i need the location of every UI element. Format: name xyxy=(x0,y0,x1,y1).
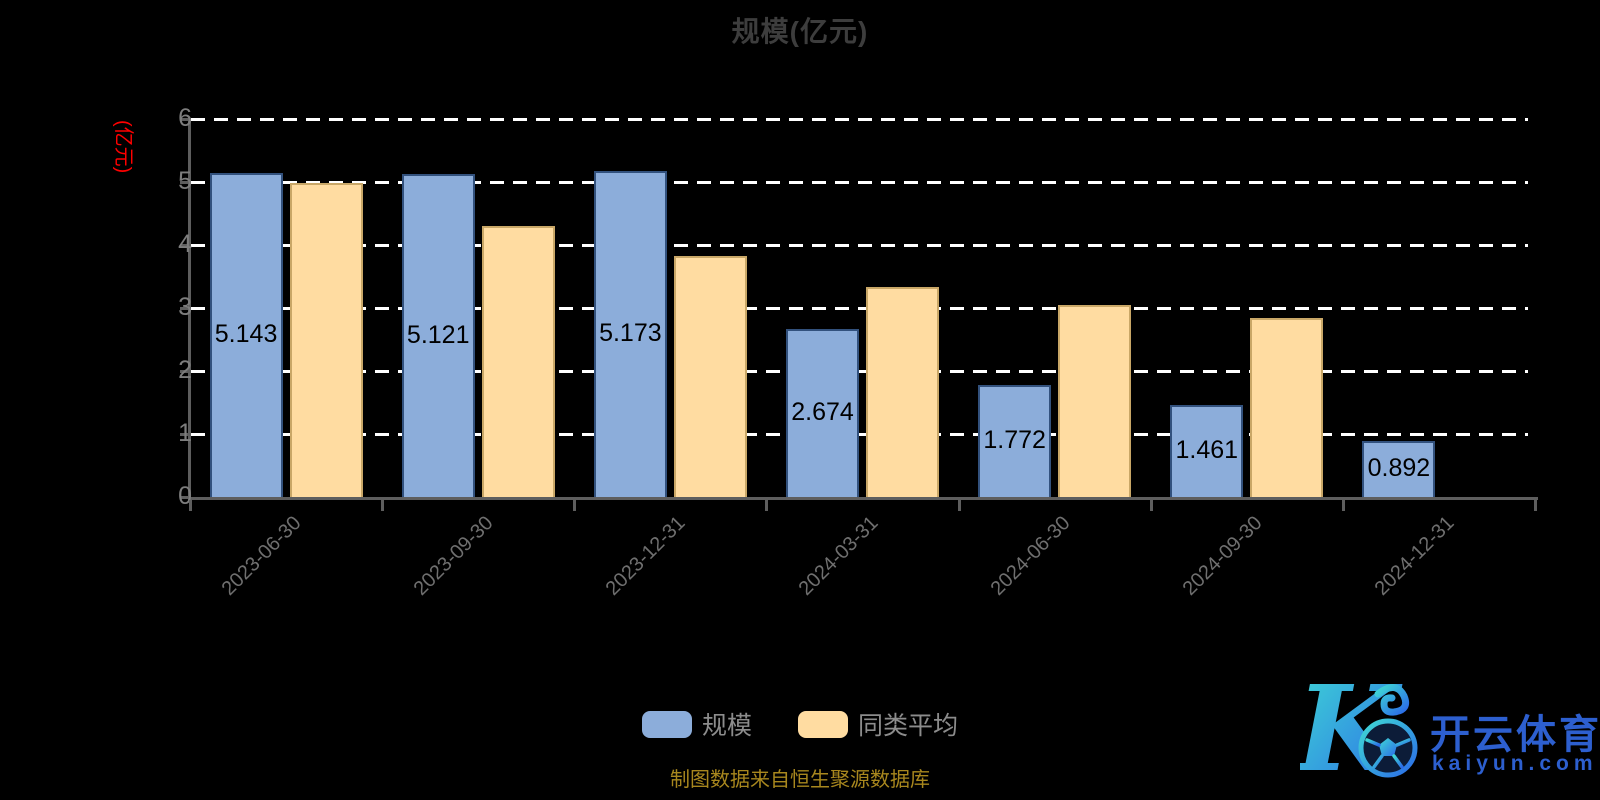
bar-category-average-2023-12-31[interactable] xyxy=(673,255,747,497)
y-tick-mark-5 xyxy=(180,181,189,184)
watermark-logo: K 开云体育 kaiyun.com xyxy=(1300,662,1600,792)
y-tick-label-3: 3 xyxy=(178,293,192,321)
soccer-ball-icon xyxy=(1358,718,1418,778)
bar-scale-2024-06-30[interactable] xyxy=(978,385,1052,497)
legend: 规模 同类平均 xyxy=(0,706,1600,742)
x-tick-mark-3 xyxy=(765,500,769,511)
gridline-y-3 xyxy=(191,307,1528,310)
bar-category-average-2024-06-30[interactable] xyxy=(1058,304,1132,497)
x-axis-label-2024-06-30: 2024-06-30 xyxy=(986,512,1075,600)
bar-category-average-2024-09-30[interactable] xyxy=(1250,318,1324,497)
x-tick-mark-6 xyxy=(1341,500,1345,511)
chart-title: 规模(亿元) xyxy=(731,16,869,47)
y-tick-label-5: 5 xyxy=(178,167,192,195)
y-tick-label-0: 0 xyxy=(178,482,192,510)
gridline-y-5 xyxy=(191,181,1528,184)
y-tick-label-2: 2 xyxy=(178,356,192,384)
bar-category-average-2023-09-30[interactable] xyxy=(481,226,555,497)
x-axis-label-2024-03-31: 2024-03-31 xyxy=(794,512,883,600)
gridline-y-1 xyxy=(191,433,1528,436)
x-tick-mark-2 xyxy=(573,500,577,511)
gridline-y-4 xyxy=(191,244,1528,247)
legend-item-scale[interactable]: 规模 xyxy=(641,706,752,742)
x-axis-label-2024-09-30: 2024-09-30 xyxy=(1178,512,1267,600)
legend-swatch-category-average xyxy=(798,710,848,738)
x-axis-label-2023-09-30: 2023-09-30 xyxy=(409,512,498,600)
legend-label-scale: 规模 xyxy=(701,712,752,740)
watermark-domain-text: kaiyun.com xyxy=(1432,752,1598,775)
x-axis-label-2023-06-30: 2023-06-30 xyxy=(217,512,306,600)
bar-category-average-2024-03-31[interactable] xyxy=(866,287,939,497)
bar-scale-2024-12-31[interactable] xyxy=(1362,440,1436,497)
x-axis-label-2023-12-31: 2023-12-31 xyxy=(601,512,690,600)
y-axis-line xyxy=(188,119,191,500)
x-axis-label-2024-12-31: 2024-12-31 xyxy=(1370,512,1459,600)
bar-category-average-2023-06-30[interactable] xyxy=(289,183,363,497)
bar-scale-2024-09-30[interactable] xyxy=(1170,404,1244,497)
y-tick-mark-0 xyxy=(180,496,189,499)
y-tick-mark-6 xyxy=(180,118,189,121)
gridline-y-6 xyxy=(191,118,1528,121)
x-tick-mark-0 xyxy=(189,500,192,511)
bar-scale-2023-09-30[interactable] xyxy=(401,174,475,497)
x-tick-mark-1 xyxy=(381,500,385,511)
x-axis-line xyxy=(188,497,1538,500)
gridline-y-2 xyxy=(191,370,1528,373)
bar-scale-2023-12-31[interactable] xyxy=(593,171,667,497)
y-tick-mark-3 xyxy=(180,307,189,310)
bar-scale-2024-03-31[interactable] xyxy=(786,328,859,497)
legend-label-category-average: 同类平均 xyxy=(858,712,959,740)
legend-swatch-scale xyxy=(641,710,692,738)
x-tick-mark-7 xyxy=(1534,500,1537,511)
y-tick-label-1: 1 xyxy=(178,419,192,447)
y-tick-label-4: 4 xyxy=(178,230,192,258)
kaiyun-k-logo-icon: K xyxy=(1300,662,1418,792)
x-tick-mark-5 xyxy=(1149,500,1153,511)
y-tick-label-6: 6 xyxy=(178,104,192,132)
watermark-brand-text: 开云体育 xyxy=(1430,713,1600,757)
y-tick-mark-4 xyxy=(180,244,189,247)
y-tick-mark-2 xyxy=(180,370,189,373)
source-note: 制图数据来自恒生聚源数据库 xyxy=(670,769,930,791)
y-tick-mark-1 xyxy=(180,433,189,436)
legend-item-category-average[interactable]: 同类平均 xyxy=(798,706,958,742)
bar-scale-2023-06-30[interactable] xyxy=(209,172,283,497)
x-tick-mark-4 xyxy=(957,500,961,511)
